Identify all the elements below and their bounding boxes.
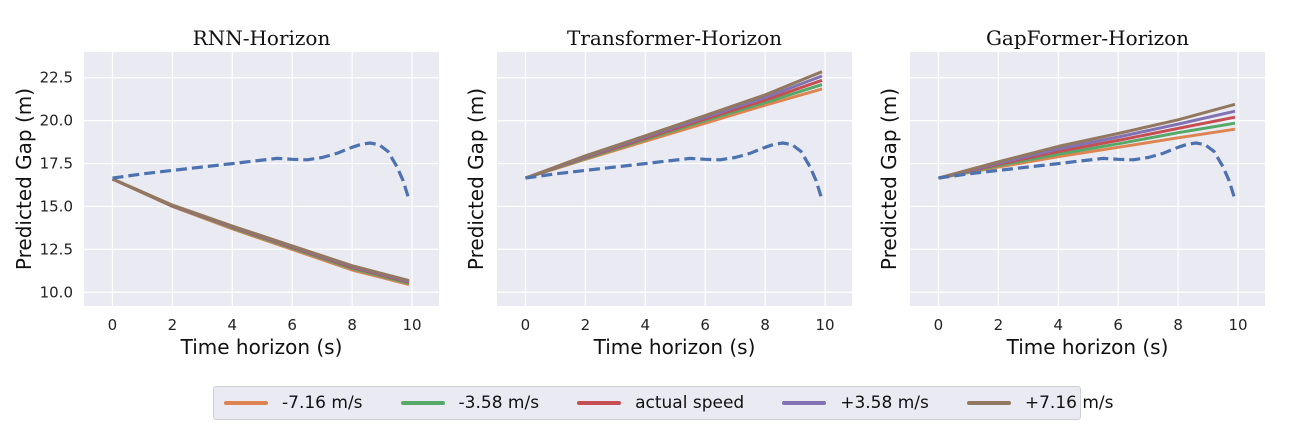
series-line xyxy=(524,70,823,180)
y-tick-label: 17.5 xyxy=(40,155,73,173)
legend-item-plus-3-58: +3.58 m/s xyxy=(782,393,929,413)
legend-item-minus-7-16: -7.16 m/s xyxy=(224,393,363,413)
x-tick-label: 2 xyxy=(994,316,1004,334)
x-axis-label: Time horizon (s) xyxy=(1006,335,1169,359)
x-axis-label: Time horizon (s) xyxy=(593,335,756,359)
legend-item-plus-7-16: +7.16 m/s xyxy=(966,393,1114,413)
x-tick-label: 6 xyxy=(287,316,297,334)
x-tick-label: 6 xyxy=(1113,316,1123,334)
y-axis-label: Predicted Gap (m) xyxy=(12,88,36,270)
legend-label: -3.58 m/s xyxy=(458,393,540,413)
legend-swatch xyxy=(577,401,622,405)
y-axis-label: Predicted Gap (m) xyxy=(877,88,901,270)
series-line xyxy=(938,102,1236,180)
chart-figure: 0 2 4 6 8 10 10.0 12.5 15.0 17.5 20.0 22.5 Time hori… xyxy=(12,26,1265,359)
chart-title: RNN-Horizon xyxy=(193,26,331,50)
x-tick-label: 10 xyxy=(1228,316,1247,334)
legend-label: +3.58 m/s xyxy=(840,393,929,413)
x-tick-label: 6 xyxy=(700,316,710,334)
x-tick-label: 2 xyxy=(168,316,178,334)
legend-swatch xyxy=(782,401,827,405)
legend-swatch xyxy=(400,401,445,405)
plot-area xyxy=(910,52,1265,306)
legend-item-actual-speed: actual speed xyxy=(577,393,744,413)
y-axis-label: Predicted Gap (m) xyxy=(464,88,488,270)
y-tick-label: 15.0 xyxy=(40,197,73,215)
legend-label: actual speed xyxy=(635,393,745,413)
y-tick-label: 12.5 xyxy=(40,240,73,258)
y-tick-label: 20.0 xyxy=(40,112,73,130)
legend-label: -7.16 m/s xyxy=(282,393,363,413)
y-tick-label: 10.0 xyxy=(40,283,73,301)
actual-gap-line xyxy=(525,141,824,201)
x-tick-label: 8 xyxy=(760,316,770,334)
plot-area xyxy=(84,52,439,306)
x-tick-label: 2 xyxy=(581,316,591,334)
y-tick-label: 22.5 xyxy=(40,69,73,87)
x-tick-label: 0 xyxy=(934,316,944,334)
legend-label: +7.16 m/s xyxy=(1024,393,1114,413)
x-tick-label: 4 xyxy=(1054,316,1064,334)
plot-area xyxy=(497,52,852,306)
x-tick-label: 10 xyxy=(815,316,834,334)
x-tick-label: 0 xyxy=(521,316,531,334)
legend: -7.16 m/s -3.58 m/s actual speed +3.58 m… xyxy=(213,386,1114,420)
actual-gap-line xyxy=(112,141,411,201)
x-tick-label: 8 xyxy=(1173,316,1183,334)
x-tick-label: 4 xyxy=(228,316,238,334)
actual-gap-line xyxy=(938,141,1237,201)
legend-item-minus-3-58: -3.58 m/s xyxy=(400,393,540,413)
x-tick-label: 4 xyxy=(641,316,651,334)
series-line xyxy=(111,177,410,283)
x-tick-label: 10 xyxy=(402,316,421,334)
legend-swatch xyxy=(966,401,1011,405)
x-tick-label: 8 xyxy=(347,316,357,334)
legend-swatch xyxy=(224,401,268,405)
chart-title: GapFormer-Horizon xyxy=(986,26,1189,50)
x-axis-label: Time horizon (s) xyxy=(180,335,343,359)
chart-title: Transformer-Horizon xyxy=(567,26,782,50)
x-tick-label: 0 xyxy=(108,316,118,334)
